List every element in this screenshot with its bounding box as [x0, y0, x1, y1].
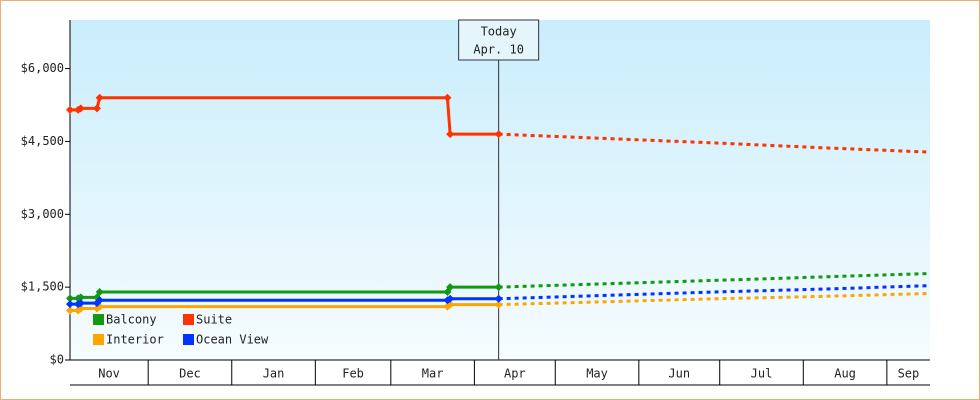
x-tick-label: Jul — [751, 367, 773, 381]
point — [66, 306, 74, 315]
point — [66, 105, 74, 114]
point — [95, 93, 104, 102]
x-tick-label: Apr — [504, 367, 526, 381]
today-box — [458, 19, 540, 61]
x-tick-label: May — [586, 367, 608, 381]
legend-swatch — [93, 314, 104, 325]
point — [494, 300, 503, 309]
point — [494, 294, 503, 303]
legend-label: Ocean View — [196, 333, 269, 347]
y-tick-label: $0 — [50, 353, 64, 367]
point — [95, 296, 104, 305]
x-tick-label: Feb — [342, 367, 364, 381]
legend-swatch — [183, 334, 194, 345]
point — [76, 293, 85, 302]
x-tick-label: Aug — [834, 367, 856, 381]
point — [76, 299, 85, 308]
legend-label: Suite — [196, 313, 232, 327]
point — [95, 288, 104, 296]
point — [66, 294, 74, 303]
y-tick-label: $6,000 — [21, 61, 64, 75]
legend-swatch — [93, 334, 104, 345]
point — [446, 283, 455, 292]
plot-area — [70, 20, 930, 360]
point — [443, 93, 452, 102]
point — [446, 294, 455, 303]
legend-swatch — [183, 314, 194, 325]
x-tick-label: Nov — [98, 367, 120, 381]
point — [76, 104, 85, 113]
x-tick-label: Sep — [898, 367, 920, 381]
today-label: Apr. 10 — [473, 43, 524, 57]
point — [446, 130, 455, 139]
x-tick-label: Jun — [668, 367, 690, 381]
today-label: Today — [481, 25, 517, 39]
x-tick-label: Dec — [179, 367, 201, 381]
x-tick-label: Mar — [422, 367, 444, 381]
y-tick-label: $3,000 — [21, 207, 64, 221]
legend-label: Interior — [106, 333, 164, 347]
point — [494, 283, 503, 292]
x-tick-label: Jan — [263, 367, 285, 381]
point — [66, 300, 74, 309]
point — [494, 130, 503, 139]
y-tick-label: $1,500 — [21, 280, 64, 294]
legend-label: Balcony — [106, 313, 157, 327]
y-tick-label: $4,500 — [21, 134, 64, 148]
point — [92, 104, 101, 113]
